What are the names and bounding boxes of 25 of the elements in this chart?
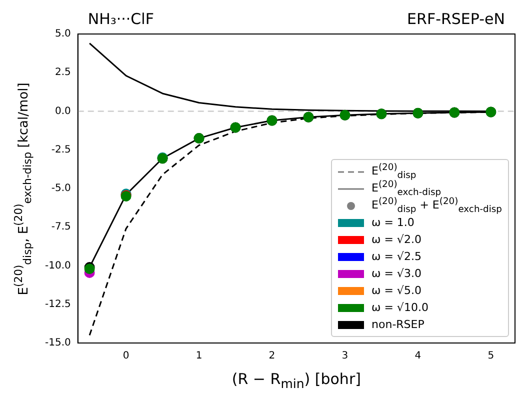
x-tick-label: 3 <box>342 350 348 362</box>
legend-label: ω = √2.5 <box>372 250 422 263</box>
y-tick-label: -2.5 <box>51 144 71 156</box>
x-axis-title: (R − R$_{min}$) [bohr] <box>232 370 361 391</box>
legend-label: ω = √2.0 <box>372 233 422 246</box>
legend-label: ω = √3.0 <box>372 267 422 280</box>
chart-title: NH₃···ClF <box>88 10 154 28</box>
y-tick-label: -10.0 <box>45 260 71 272</box>
legend-label: non-RSEP <box>372 318 424 331</box>
x-tick-label: 0 <box>122 350 130 362</box>
y-tick-label: 0.0 <box>54 106 71 117</box>
x-tick-label: 5 <box>488 350 494 362</box>
y-tick-label: -5.0 <box>51 183 71 194</box>
y-tick-label: -7.5 <box>51 222 71 233</box>
chart-subtitle: ERF-RSEP-eN <box>407 10 505 28</box>
x-tick-label: 1 <box>196 350 202 362</box>
y-tick-label: -15.0 <box>45 338 71 349</box>
y-tick-label: -12.5 <box>45 298 71 310</box>
legend-label: ω = √10.0 <box>372 301 428 314</box>
y-tick-label: 2.5 <box>54 67 71 78</box>
legend-label: ω = √5.0 <box>372 284 422 297</box>
x-tick-label: 2 <box>268 350 276 362</box>
x-tick-label: 4 <box>414 350 422 362</box>
legend-label: ω = 1.0 <box>372 216 414 229</box>
y-tick-label: 5.0 <box>54 28 71 40</box>
